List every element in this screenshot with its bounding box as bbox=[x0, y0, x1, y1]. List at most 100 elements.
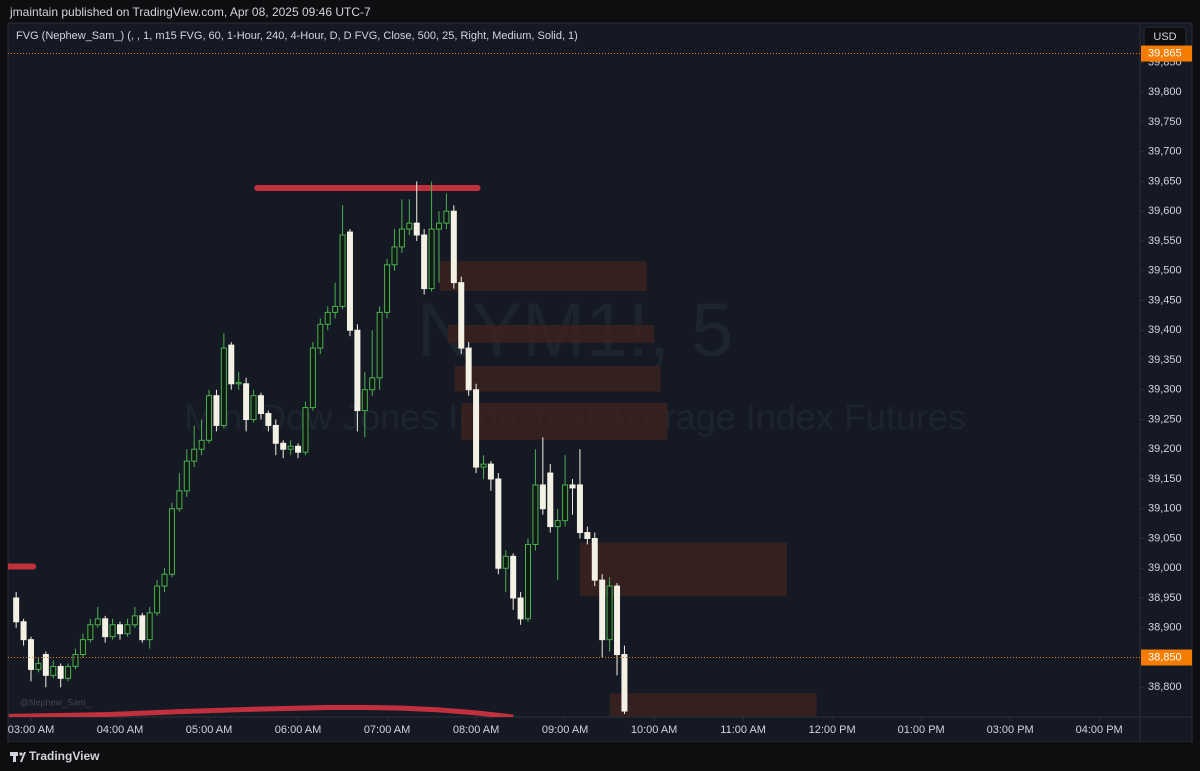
candle-body bbox=[413, 222, 420, 236]
candle-body bbox=[27, 639, 34, 670]
y-tick-label: 38,950 bbox=[1148, 592, 1182, 604]
moving-average bbox=[8, 704, 514, 717]
candle-body bbox=[473, 389, 480, 468]
x-tick-label: 11:00 AM bbox=[720, 724, 766, 736]
x-tick-label: 10:00 AM bbox=[631, 724, 677, 736]
footer-brand: TradingView bbox=[29, 749, 100, 763]
author-watermark: @Nephew_Sam_ bbox=[20, 697, 92, 707]
candle-body bbox=[35, 662, 42, 670]
candle-body bbox=[606, 585, 613, 641]
candle-body bbox=[265, 413, 272, 426]
price-label-box bbox=[1141, 45, 1192, 62]
x-tick-label: 03:00 PM bbox=[987, 724, 1034, 736]
candle-body bbox=[117, 624, 124, 635]
candle-body bbox=[576, 484, 583, 534]
fvg-zone bbox=[609, 693, 817, 717]
candle-body bbox=[109, 624, 116, 638]
price-label: 38,850 bbox=[1148, 651, 1182, 663]
candle-body bbox=[510, 555, 517, 599]
candle-body bbox=[591, 537, 598, 581]
candle-body bbox=[168, 508, 175, 575]
candle-body bbox=[65, 665, 72, 679]
price-label-box bbox=[1141, 649, 1192, 666]
candle-body bbox=[525, 543, 532, 620]
x-tick-label: 04:00 PM bbox=[1076, 724, 1123, 736]
y-tick-label: 39,450 bbox=[1148, 294, 1182, 306]
candle-body bbox=[435, 222, 442, 230]
candle-body bbox=[243, 383, 250, 420]
candle-body bbox=[183, 460, 190, 492]
candle-body bbox=[621, 654, 628, 712]
fvg-zone bbox=[461, 402, 668, 440]
candle-body bbox=[502, 555, 509, 569]
y-tick-label: 39,350 bbox=[1148, 354, 1182, 366]
candle-body bbox=[295, 445, 302, 453]
y-tick-label: 38,800 bbox=[1148, 681, 1182, 693]
y-tick-label: 39,800 bbox=[1148, 86, 1182, 98]
candle-body bbox=[139, 615, 146, 641]
candle-body bbox=[154, 585, 161, 614]
x-tick-label: 01:00 PM bbox=[898, 724, 945, 736]
y-tick-label: 39,250 bbox=[1148, 413, 1182, 425]
candle-body bbox=[50, 665, 57, 676]
fvg-zone bbox=[439, 261, 647, 291]
candle-body bbox=[198, 439, 205, 450]
x-tick-label: 12:00 PM bbox=[809, 724, 856, 736]
y-tick-label: 39,700 bbox=[1148, 146, 1182, 158]
candle-body bbox=[443, 210, 450, 224]
candle-body bbox=[384, 264, 391, 313]
candle-body bbox=[302, 407, 309, 453]
y-tick-label: 39,150 bbox=[1148, 473, 1182, 485]
y-tick-label: 39,600 bbox=[1148, 205, 1182, 217]
candle-body bbox=[406, 222, 413, 230]
candle-body bbox=[176, 490, 183, 510]
y-tick-label: 39,000 bbox=[1148, 562, 1182, 574]
y-tick-label: 39,850 bbox=[1148, 56, 1182, 68]
candle-body bbox=[146, 612, 153, 641]
candle-body bbox=[465, 347, 472, 391]
candle-body bbox=[94, 618, 101, 626]
candle-body bbox=[584, 532, 591, 539]
indicator-legend[interactable]: FVG (Nephew_Sam_) (, , 1, m15 FVG, 60, 1… bbox=[16, 30, 578, 42]
candle-body bbox=[161, 573, 168, 587]
candle-body bbox=[131, 615, 138, 626]
plot-area: NYM1!, 5 Mini Dow Jones Industrial Avera… bbox=[8, 181, 966, 717]
x-tick-label: 08:00 AM bbox=[453, 724, 499, 736]
candle-body bbox=[346, 231, 353, 331]
candle-body bbox=[376, 311, 383, 379]
x-tick-label: 05:00 AM bbox=[186, 724, 232, 736]
candle-body bbox=[42, 654, 49, 676]
x-tick-label: 04:00 AM bbox=[97, 724, 143, 736]
candle-body bbox=[532, 484, 539, 545]
y-tick-label: 39,750 bbox=[1148, 116, 1182, 128]
candle-body bbox=[517, 597, 524, 620]
candle-body bbox=[220, 347, 227, 426]
candle-body bbox=[391, 246, 398, 266]
candle-body bbox=[57, 665, 64, 679]
candle-body bbox=[398, 228, 405, 248]
x-tick-label: 03:00 AM bbox=[8, 724, 54, 736]
candle-body bbox=[280, 442, 287, 450]
candle-body bbox=[339, 234, 346, 307]
candle-body bbox=[324, 311, 331, 325]
x-tick-label: 09:00 AM bbox=[542, 724, 588, 736]
candle-body bbox=[317, 323, 324, 349]
candle-body bbox=[191, 448, 198, 462]
fvg-zone bbox=[454, 365, 661, 392]
candle-body bbox=[309, 347, 316, 409]
y-tick-label: 39,650 bbox=[1148, 175, 1182, 187]
y-tick-label: 39,200 bbox=[1148, 443, 1182, 455]
x-tick-label: 07:00 AM bbox=[364, 724, 410, 736]
y-tick-label: 39,100 bbox=[1148, 503, 1182, 515]
candle-body bbox=[332, 305, 339, 313]
candle-body bbox=[539, 484, 546, 510]
candle-body bbox=[13, 597, 20, 623]
currency[interactable]: USD bbox=[1153, 31, 1176, 43]
candle-body bbox=[428, 228, 435, 290]
candle-body bbox=[72, 654, 79, 667]
y-tick-label: 39,050 bbox=[1148, 532, 1182, 544]
candle-body bbox=[235, 382, 242, 385]
y-tick-label: 39,300 bbox=[1148, 384, 1182, 396]
